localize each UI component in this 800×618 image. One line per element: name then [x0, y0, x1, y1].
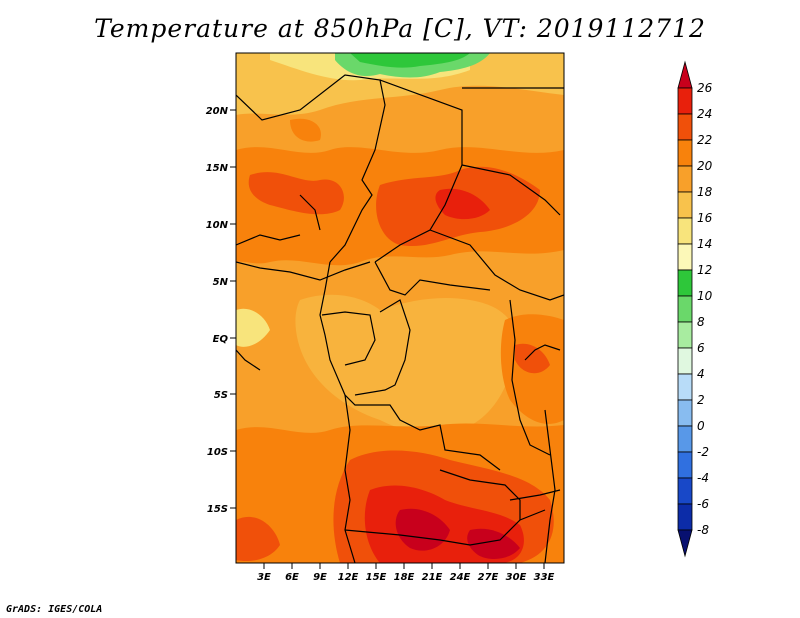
lat-label: 20N: [206, 106, 229, 117]
colorbar-segment: [677, 451, 693, 479]
colorbar-segment: [677, 321, 693, 349]
lon-label: 6E: [285, 572, 299, 583]
colorbar-label: 14: [697, 237, 712, 251]
colorbar-segment: [677, 191, 693, 219]
colorbar-segment: [677, 425, 693, 453]
lon-label: 33E: [534, 572, 555, 583]
lon-label: 18E: [394, 572, 415, 583]
colorbar-segment: [677, 477, 693, 505]
colorbar-label: 12: [697, 263, 712, 277]
longitude-axis: [263, 563, 545, 569]
colorbar-segment: [677, 113, 693, 141]
colorbar-segment: [677, 503, 693, 531]
colorbar-label: 6: [697, 341, 705, 355]
colorbar: [677, 60, 693, 558]
colorbar-segment: [677, 295, 693, 323]
colorbar-label: 2: [697, 393, 705, 407]
colorbar-segment: [677, 269, 693, 297]
lat-label: 5N: [213, 277, 229, 288]
map-frame: [235, 52, 565, 564]
colorbar-label: -4: [697, 471, 709, 485]
colorbar-label: 18: [697, 185, 713, 199]
colorbar-labels: 26 24 22 20 18 16 14 12 10 8 6 4 2 0 -2 …: [697, 81, 713, 537]
colorbar-segment: [677, 243, 693, 271]
colorbar-label: -2: [697, 445, 709, 459]
lon-label: 3E: [257, 572, 271, 583]
colorbar-segment: [677, 217, 693, 245]
map-title: Temperature at 850hPa [C], VT: 201911271…: [94, 14, 706, 43]
colorbar-segment: [677, 165, 693, 193]
colorbar-segment: [677, 347, 693, 375]
colorbar-segment: [677, 60, 693, 89]
temperature-field: [236, 53, 564, 563]
lat-label: 10S: [207, 447, 228, 458]
colorbar-label: 0: [697, 419, 705, 433]
latitude-axis: [230, 109, 236, 509]
lat-label: EQ: [213, 334, 229, 345]
colorbar-label: 10: [697, 289, 713, 303]
colorbar-segment: [677, 87, 693, 115]
colorbar-label: 24: [697, 107, 712, 121]
colorbar-label: -8: [697, 523, 709, 537]
lon-label: 15E: [366, 572, 387, 583]
lon-label: 9E: [313, 572, 327, 583]
colorbar-label: 16: [697, 211, 713, 225]
colorbar-segment: [677, 529, 693, 558]
colorbar-segment: [677, 373, 693, 401]
colorbar-label: 8: [697, 315, 705, 329]
country-borders: [236, 74, 564, 563]
colorbar-segment: [677, 399, 693, 427]
lat-label: 15N: [206, 163, 229, 174]
lat-label: 5S: [214, 390, 228, 401]
colorbar-label: 20: [697, 159, 713, 173]
footer-credit: GrADS: IGES/COLA: [6, 604, 103, 615]
lon-label: 24E: [450, 572, 471, 583]
colorbar-label: -6: [697, 497, 709, 511]
colorbar-segment: [677, 139, 693, 167]
lat-label: 10N: [206, 220, 229, 231]
colorbar-label: 22: [697, 133, 712, 147]
colorbar-label: 4: [697, 367, 705, 381]
lon-label: 27E: [478, 572, 499, 583]
colorbar-label: 26: [697, 81, 713, 95]
lon-label: 21E: [422, 572, 443, 583]
lat-label: 15S: [207, 504, 228, 515]
lon-label: 12E: [338, 572, 359, 583]
lon-label: 30E: [506, 572, 527, 583]
